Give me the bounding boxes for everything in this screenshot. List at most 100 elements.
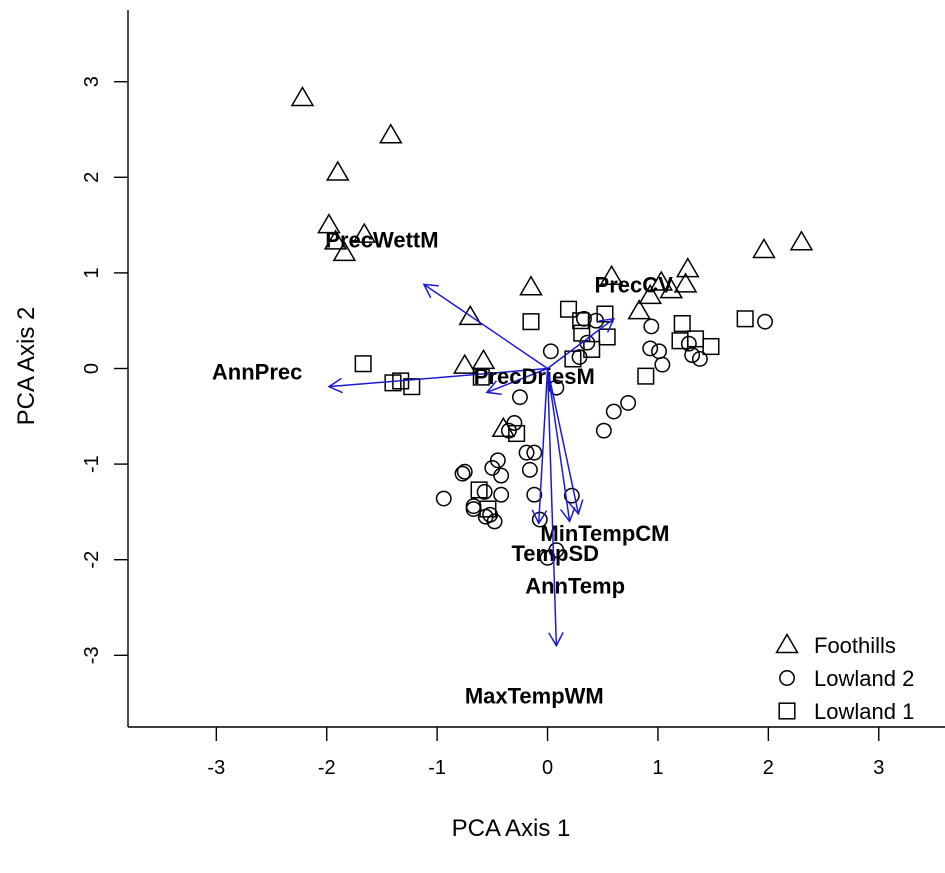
scatter-points [290, 85, 814, 566]
square-point [572, 312, 590, 330]
square-point [702, 337, 720, 356]
circle-point [757, 313, 773, 330]
loading-tempsd: TempSD [511, 368, 599, 566]
series-foothills [290, 85, 814, 437]
loading-arrow-shaft [486, 367, 548, 394]
square-point [479, 500, 497, 518]
triangle-point [323, 229, 348, 250]
loading-mintempcm: MinTempCM [540, 368, 670, 546]
legend-label: Foothills [814, 633, 896, 658]
circle-point [493, 486, 510, 503]
square-point [573, 324, 591, 342]
legend-item: Lowland 1 [778, 699, 914, 724]
y-tick-label: 0 [81, 363, 103, 374]
triangle-point [789, 230, 814, 251]
triangle-point [378, 123, 403, 144]
loading-arrow-shaft [423, 283, 548, 370]
circle-point [654, 356, 671, 373]
loading-label: AnnTemp [525, 574, 625, 599]
y-tick-label: -2 [81, 551, 103, 569]
square-point [559, 300, 578, 318]
loading-arrow-shaft [537, 368, 549, 524]
circle-point [595, 422, 612, 439]
triangle-point [752, 237, 776, 259]
triangle-point [290, 85, 315, 107]
triangle-point [673, 272, 698, 293]
circle-point [454, 465, 471, 482]
loading-arrow-head [560, 507, 576, 524]
legend-triangle-marker [775, 633, 799, 654]
square-point [354, 355, 372, 373]
y-tick-label: 2 [81, 172, 103, 183]
triangle-point [675, 257, 700, 278]
triangle-point [458, 304, 483, 326]
y-tick-label: -1 [81, 455, 103, 473]
circle-point [521, 461, 538, 478]
y-axis-ticks: -3 -2 -1 0 1 2 3 [81, 76, 128, 664]
triangle-point [519, 275, 543, 296]
triangle-point [352, 222, 377, 243]
loading-label: PrecCV [595, 272, 674, 297]
x-tick-label: 3 [873, 757, 884, 779]
circle-point [486, 513, 503, 530]
loading-arrow-head [485, 380, 502, 396]
loading-label: MinTempCM [540, 521, 669, 546]
series-lowland-1 [354, 300, 754, 518]
circle-point [542, 343, 559, 360]
loading-anntemp: AnnTemp [525, 368, 625, 599]
loading-label: MaxTempWM [465, 683, 604, 708]
triangle-point [317, 213, 341, 234]
loading-vectors: PrecWettM PrecCV AnnPrec PrecDriesM MinTempC… [212, 227, 673, 708]
legend-circle-marker [779, 670, 795, 686]
loading-arrow-head [422, 283, 439, 299]
circle-point [691, 350, 708, 367]
circle-point [605, 403, 622, 420]
square-point [508, 424, 526, 443]
loading-arrow-shaft [328, 367, 548, 388]
square-point [671, 332, 689, 350]
triangle-point [452, 353, 477, 374]
circle-point [579, 334, 596, 351]
x-tick-label: -3 [207, 757, 225, 779]
circle-point [563, 487, 580, 504]
circle-point [548, 379, 565, 396]
x-axis-ticks: -3 -2 -1 0 1 2 3 [207, 727, 884, 779]
y-tick-label: -3 [81, 646, 103, 664]
circle-point [642, 340, 659, 357]
square-point [472, 368, 490, 386]
loading-arrow-head [327, 377, 343, 394]
square-point [470, 481, 488, 499]
loading-arrow-head [531, 509, 548, 525]
loading-arrow-shaft [546, 368, 571, 522]
triangle-point [471, 348, 496, 370]
square-point [596, 305, 614, 323]
x-tick-label: -2 [318, 757, 336, 779]
circle-point [526, 486, 543, 503]
x-axis-title: PCA Axis 1 [452, 815, 571, 842]
legend: Foothills Lowland 2 Lowland 1 [775, 633, 914, 724]
circle-point [620, 394, 637, 411]
loading-label: PrecWettM [325, 227, 438, 252]
circle-point [518, 444, 535, 461]
triangle-point [638, 283, 663, 305]
loading-arrow-shaft [546, 368, 558, 646]
axes: -3 -2 -1 0 1 2 3 -3 -2 -1 0 1 2 3 [81, 10, 945, 779]
legend-item: Lowland 2 [779, 666, 914, 691]
loading-label: TempSD [511, 541, 599, 566]
loading-arrow-head [548, 632, 564, 648]
circle-point [684, 347, 701, 364]
circle-point [548, 542, 565, 559]
x-tick-label: -1 [428, 757, 446, 779]
loading-preccv: PrecCV [547, 272, 674, 370]
circle-point [643, 318, 660, 335]
circle-point [456, 463, 473, 480]
y-tick-label: 3 [81, 76, 103, 87]
x-tick-label: 2 [763, 757, 774, 779]
square-point [736, 310, 754, 328]
square-point [564, 350, 582, 368]
loading-arrow-head [568, 499, 584, 516]
legend-item: Foothills [775, 633, 896, 658]
loading-annprec: AnnPrec [212, 359, 548, 394]
triangle-point [627, 299, 651, 320]
